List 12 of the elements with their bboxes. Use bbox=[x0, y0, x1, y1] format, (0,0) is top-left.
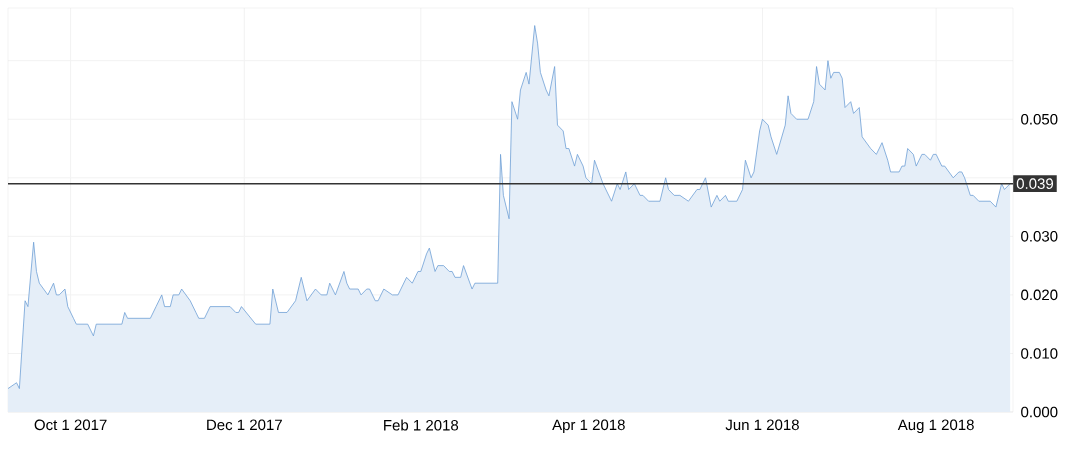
y-tick-label: 0.000 bbox=[1021, 406, 1058, 418]
y-tick-label: 0.030 bbox=[1021, 231, 1058, 242]
x-tick-label: Oct 1 2017 bbox=[34, 419, 107, 431]
x-tick-label: Dec 1 2017 bbox=[207, 419, 282, 431]
x-tick-label: Feb 1 2018 bbox=[384, 419, 459, 431]
y-tick-label: 0.020 bbox=[1021, 289, 1058, 301]
y-tick-label: 0.050 bbox=[1021, 113, 1058, 125]
x-tick-label: Aug 1 2018 bbox=[897, 419, 974, 434]
ref-line-label: 0.039 bbox=[1016, 178, 1054, 189]
x-tick-label: Apr 1 2018 bbox=[552, 419, 625, 434]
y-tick-label: 0.010 bbox=[1021, 348, 1058, 359]
x-tick-label: Jun 1 2018 bbox=[725, 419, 799, 431]
